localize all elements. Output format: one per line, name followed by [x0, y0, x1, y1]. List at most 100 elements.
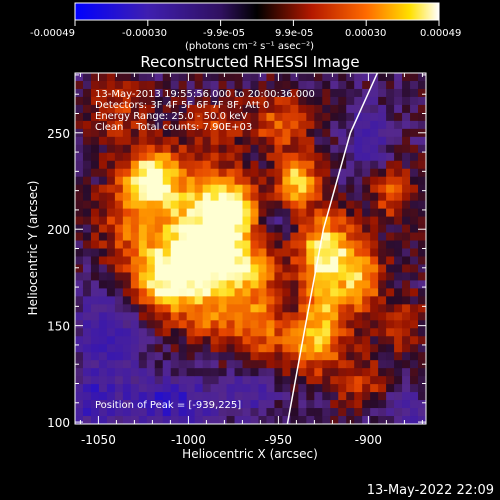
heatmap-cell [186, 208, 196, 218]
heatmap-cell [298, 272, 307, 282]
heatmap-cell [274, 240, 284, 250]
info-clean-counts: Clean Total counts: 7.90E+03 [95, 122, 252, 133]
heatmap-cell [266, 160, 276, 170]
heatmap-cell [98, 208, 108, 218]
heatmap-cell [298, 360, 307, 369]
heatmap-cell [114, 264, 124, 274]
heatmap-cell [146, 312, 156, 321]
heatmap-cell [282, 112, 291, 122]
heatmap-cell [290, 336, 299, 345]
heatmap-cell [154, 120, 164, 130]
heatmap-cell [98, 184, 108, 194]
heatmap-cell [266, 112, 276, 122]
heatmap-cell [298, 368, 307, 377]
heatmap-cell [210, 368, 220, 377]
heatmap-cell [386, 280, 395, 289]
heatmap-cell [346, 296, 355, 305]
heatmap-cell [346, 280, 355, 289]
heatmap-cell [378, 168, 387, 178]
heatmap-cell [306, 256, 315, 266]
heatmap-cell [322, 384, 331, 393]
heatmap-cell [146, 88, 156, 98]
heatmap-cell [378, 208, 387, 218]
heatmap-cell [106, 80, 116, 90]
heatmap-cell [362, 296, 371, 305]
heatmap-cell [306, 264, 315, 274]
heatmap-cell [122, 360, 132, 369]
heatmap-cell [362, 224, 371, 234]
heatmap-cell [106, 240, 116, 250]
heatmap-cell [306, 232, 315, 242]
heatmap-cell [146, 360, 156, 369]
heatmap-cell [98, 360, 108, 369]
heatmap-cell [394, 240, 403, 250]
heatmap-cell [218, 304, 228, 313]
heatmap-cell [322, 80, 331, 90]
heatmap-cell [394, 168, 403, 178]
heatmap-cell [266, 96, 276, 106]
heatmap-cell [194, 328, 204, 337]
heatmap-cell [114, 416, 124, 424]
heatmap-cell [306, 160, 315, 170]
heatmap-cell [266, 288, 276, 297]
colorbar [74, 2, 440, 21]
heatmap-cell [138, 296, 148, 305]
heatmap-cell [274, 88, 284, 98]
heatmap-cell [250, 288, 260, 297]
heatmap-cell [258, 232, 268, 242]
heatmap-cell [418, 280, 426, 289]
heatmap-cell [90, 192, 100, 202]
heatmap-cell [154, 312, 164, 321]
heatmap-cell [210, 160, 220, 170]
heatmap-cell [138, 416, 148, 424]
heatmap-cell [202, 152, 212, 162]
heatmap-cell [314, 344, 323, 353]
heatmap-cell [130, 216, 140, 226]
heatmap-cell [266, 392, 276, 401]
heatmap-cell [106, 256, 116, 266]
heatmap-cell [386, 344, 395, 353]
heatmap-cell [202, 240, 212, 250]
heatmap-cell [370, 416, 379, 424]
heatmap-cell [418, 304, 426, 313]
heatmap-cell [306, 192, 315, 202]
heatmap-cell [82, 88, 92, 98]
heatmap-cell [106, 384, 116, 393]
heatmap-cell [306, 320, 315, 329]
heatmap-cell [402, 144, 411, 154]
heatmap-cell [130, 376, 140, 385]
heatmap-cell [410, 200, 419, 210]
heatmap-cell [410, 128, 419, 138]
heatmap-cell [218, 160, 228, 170]
heatmap-cell [282, 264, 291, 274]
heatmap-cell [274, 376, 284, 385]
heatmap-cell [386, 320, 395, 329]
heatmap-cell [410, 152, 419, 162]
heatmap-cell [138, 240, 148, 250]
heatmap-cell [346, 160, 355, 170]
chart-title: Reconstructed RHESSI Image [140, 53, 359, 71]
heatmap-cell [178, 96, 188, 106]
heatmap-cell [130, 296, 140, 305]
heatmap-cell [186, 128, 196, 138]
heatmap-cell [82, 144, 92, 154]
heatmap-cell [122, 232, 132, 242]
heatmap-cell [194, 112, 204, 122]
heatmap-cell [330, 128, 339, 138]
heatmap-cell [226, 272, 236, 282]
heatmap-cell [274, 400, 284, 409]
heatmap-cell [242, 240, 252, 250]
heatmap-cell [354, 224, 363, 234]
heatmap-cell [274, 304, 284, 313]
heatmap-cell [202, 272, 212, 282]
heatmap-cell [338, 240, 347, 250]
heatmap-cell [394, 328, 403, 337]
heatmap-cell [90, 264, 100, 274]
heatmap-cell [242, 272, 252, 282]
heatmap-cell [226, 104, 236, 114]
heatmap-cell [354, 336, 363, 345]
heatmap-cell [122, 152, 132, 162]
heatmap-cell [186, 168, 196, 178]
heatmap-cell [250, 136, 260, 146]
heatmap-cell [314, 152, 323, 162]
